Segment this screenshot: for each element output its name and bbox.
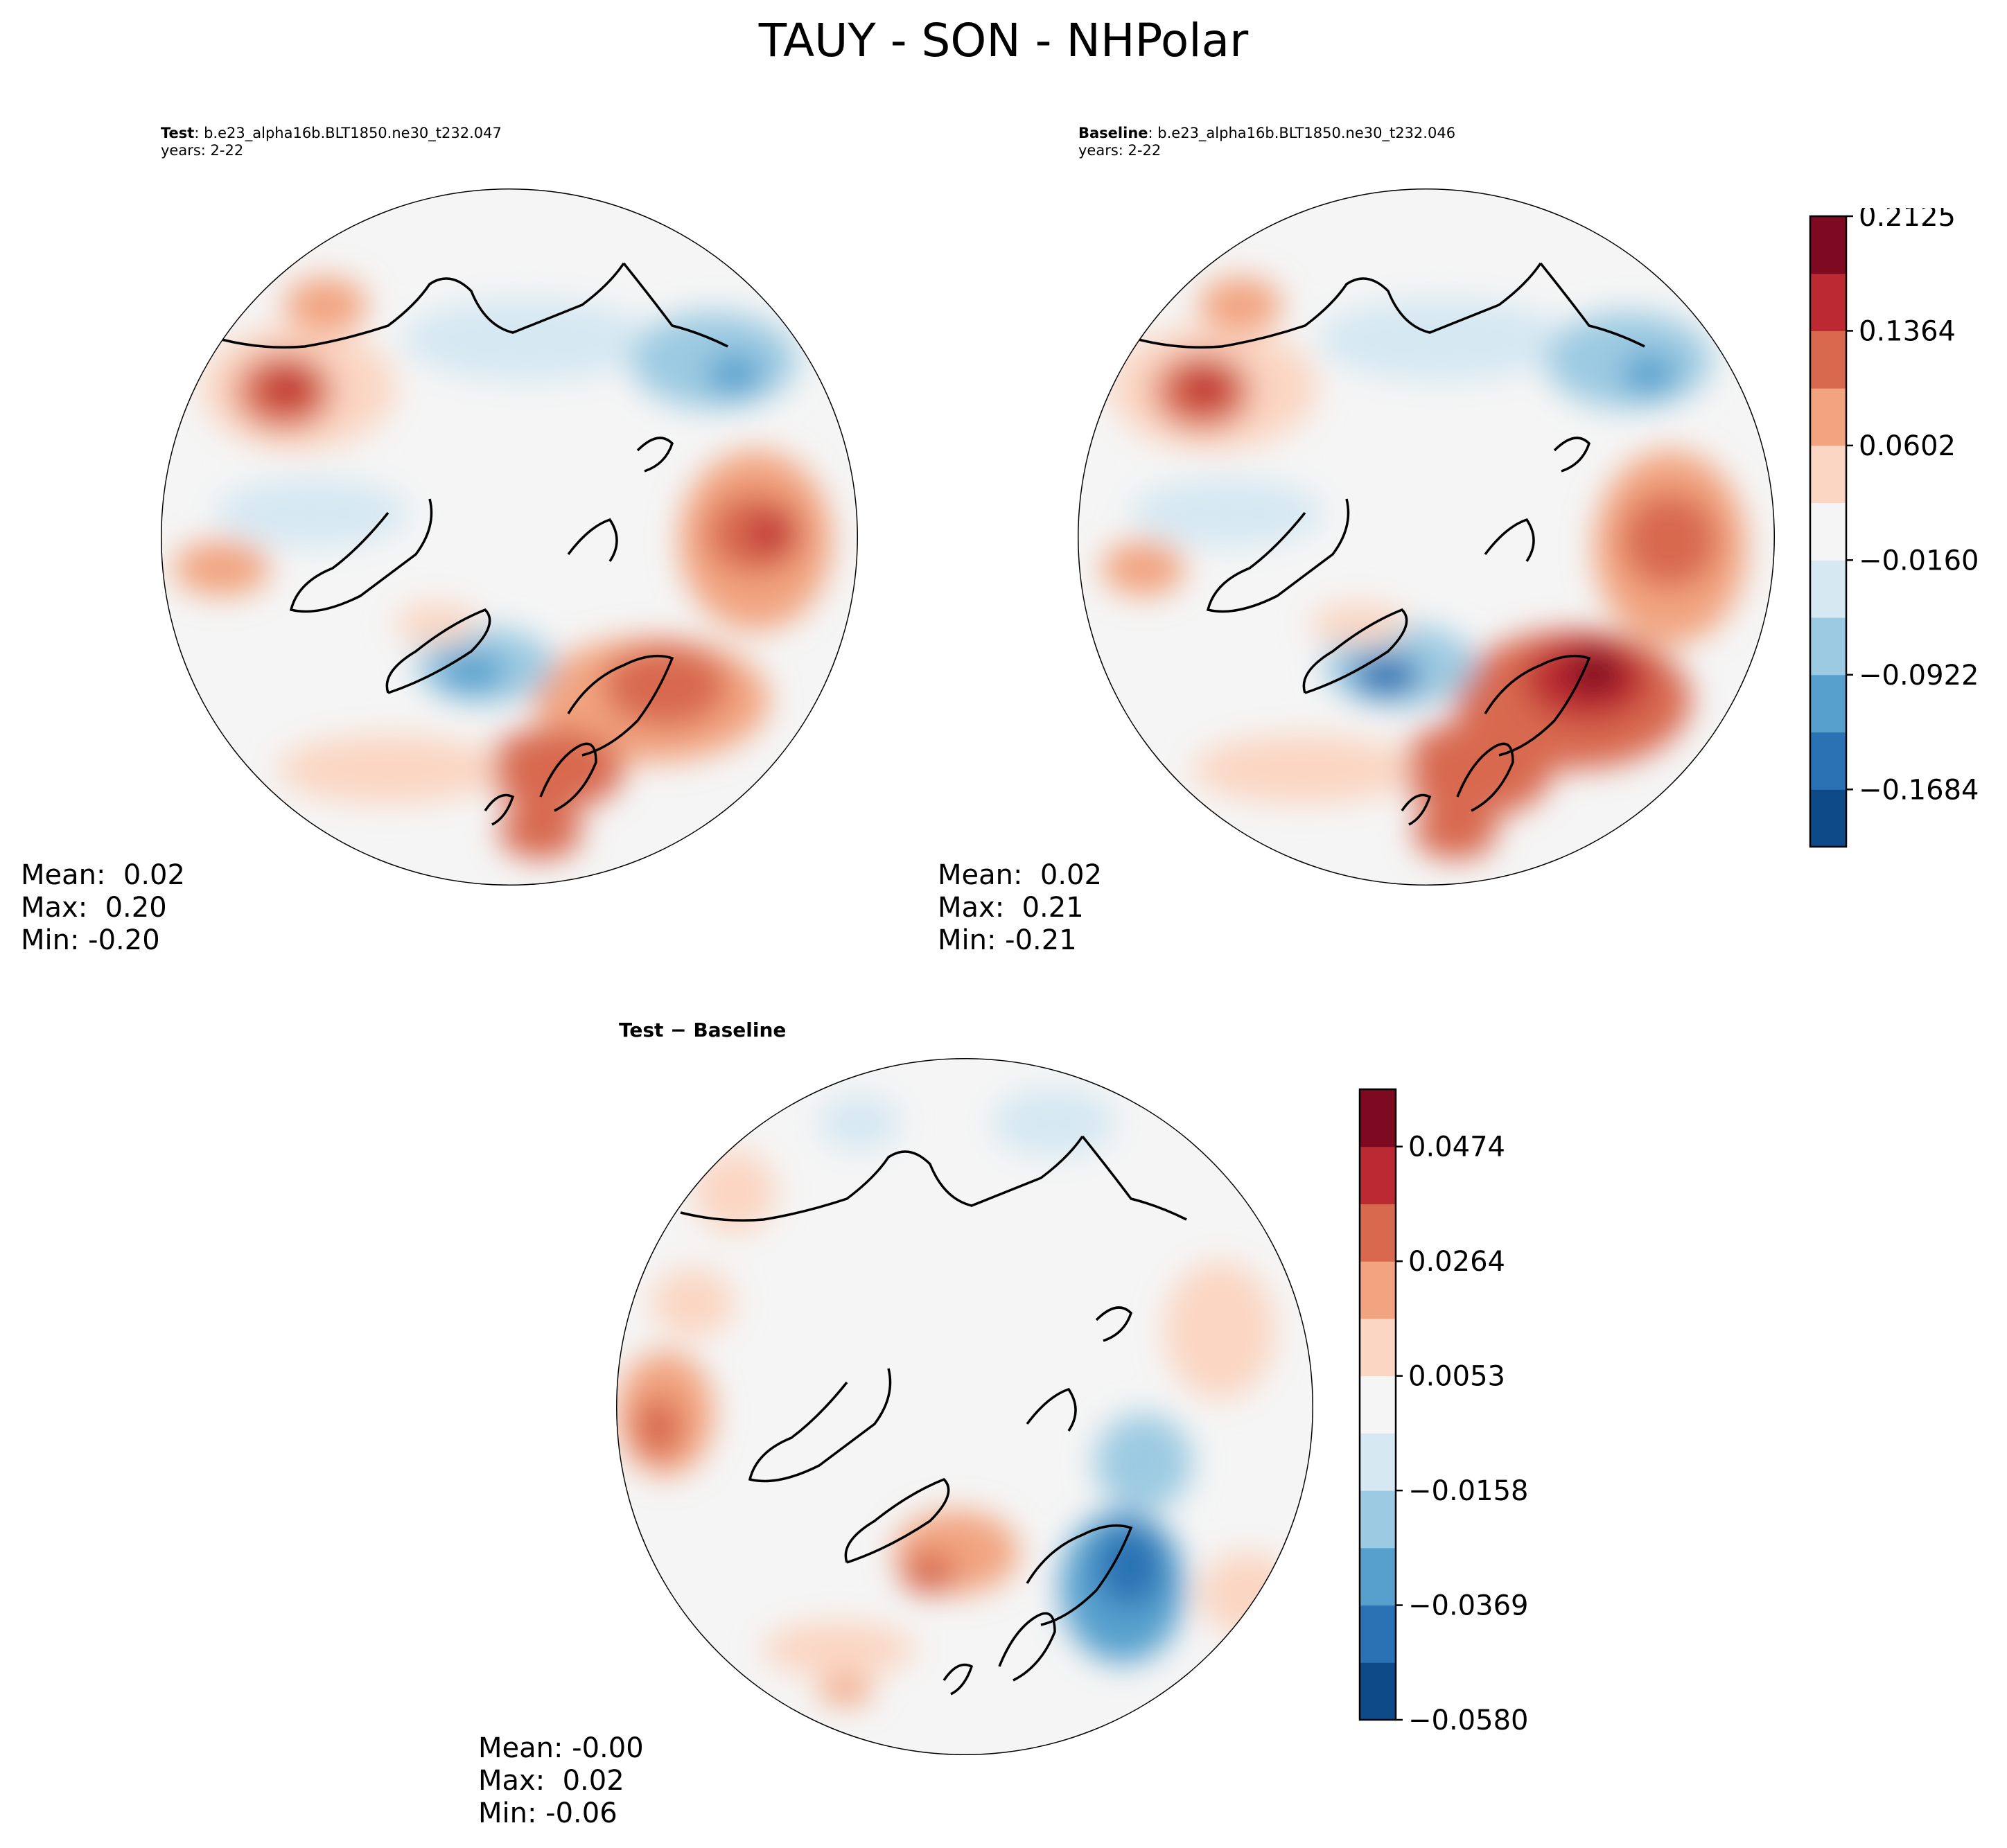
baseline-panel-title: Baseline: b.e23_alpha16b.BLT1850.ne30_t2… bbox=[1078, 125, 1455, 159]
figure-title: TAUY - SON - NHPolar bbox=[758, 14, 1249, 67]
test-min: Min: -0.20 bbox=[21, 924, 160, 956]
diff-colorbar-tick-label: −0.0369 bbox=[1408, 1590, 1528, 1622]
diff-colorbar-segment bbox=[1360, 1318, 1396, 1377]
diff-colorbar-tick-label: 0.0474 bbox=[1408, 1132, 1505, 1163]
main-colorbar-tick-label: 0.0602 bbox=[1859, 430, 1956, 462]
diff-colorbar-border bbox=[1358, 1088, 1397, 1721]
test-colon: : bbox=[194, 125, 204, 141]
test-panel-title: Test: b.e23_alpha16b.BLT1850.ne30_t232.0… bbox=[161, 125, 502, 159]
main-colorbar-segment bbox=[1810, 789, 1846, 847]
baseline-case: b.e23_alpha16b.BLT1850.ne30_t232.046 bbox=[1157, 125, 1456, 141]
main-colorbar-segment bbox=[1810, 560, 1846, 618]
main-colorbar-segment bbox=[1810, 617, 1846, 676]
diff-stats: Mean: -0.00 Max: 0.02 Min: -0.06 bbox=[478, 1732, 644, 1830]
test-stats: Mean: 0.02 Max: 0.20 Min: -0.20 bbox=[21, 859, 185, 957]
diff-panel-title: Test − Baseline bbox=[619, 1019, 787, 1041]
baseline-colon: : bbox=[1148, 125, 1158, 141]
main-colorbar-tick-label: −0.0160 bbox=[1859, 545, 1979, 577]
diff-colorbar-segment bbox=[1360, 1605, 1396, 1663]
diff-colorbar-tick-label: 0.0264 bbox=[1408, 1246, 1505, 1278]
test-label: Test bbox=[161, 125, 195, 141]
test-case: b.e23_alpha16b.BLT1850.ne30_t232.047 bbox=[204, 125, 502, 141]
main-colorbar-segment bbox=[1810, 216, 1846, 274]
test-years: years: 2-22 bbox=[161, 142, 244, 159]
main-colorbar-border bbox=[1809, 215, 1848, 848]
diff-colorbar-segment bbox=[1360, 1204, 1396, 1262]
main-colorbar-segment bbox=[1810, 388, 1846, 446]
diff-colorbar-segment bbox=[1360, 1433, 1396, 1491]
diff-mean: Mean: -0.00 bbox=[478, 1732, 644, 1764]
diff-colorbar-tick-label: −0.0580 bbox=[1408, 1705, 1528, 1732]
main-colorbar-tick-label: −0.0922 bbox=[1859, 660, 1979, 692]
diff-colorbar-segment bbox=[1360, 1261, 1396, 1319]
diff-colorbar-segment bbox=[1360, 1547, 1396, 1606]
baseline-mean: Mean: 0.02 bbox=[938, 859, 1102, 891]
test-map bbox=[161, 188, 858, 886]
main-colorbar-tick-label: 0.1364 bbox=[1859, 315, 1956, 347]
baseline-label: Baseline bbox=[1078, 125, 1148, 141]
diff-colorbar: −0.0580 −0.0369 −0.0158 0.0053 0.0264 0.0474 bbox=[1358, 1088, 1528, 1732]
main-colorbar-segment bbox=[1810, 732, 1846, 790]
main-colorbar-segment bbox=[1810, 273, 1846, 331]
main-colorbar-segment bbox=[1810, 674, 1846, 733]
main-colorbar-tick-label: −0.1684 bbox=[1859, 774, 1979, 806]
diff-colorbar-tick-label: 0.0053 bbox=[1408, 1361, 1505, 1393]
diff-max: Max: 0.02 bbox=[478, 1765, 624, 1797]
test-max: Max: 0.20 bbox=[21, 892, 167, 924]
baseline-stats: Mean: 0.02 Max: 0.21 Min: -0.21 bbox=[938, 859, 1102, 957]
diff-colorbar-segment bbox=[1360, 1146, 1396, 1204]
main-colorbar-tick-label: 0.2125 bbox=[1859, 208, 1956, 233]
baseline-years: years: 2-22 bbox=[1078, 142, 1162, 159]
diff-colorbar-tick-label: −0.0158 bbox=[1408, 1475, 1528, 1507]
main-colorbar: −0.1684 −0.0922 −0.0160 0.0602 0.1364 0.2125 bbox=[1809, 208, 1979, 848]
diff-colorbar-segment bbox=[1360, 1375, 1396, 1434]
main-colorbar-segment bbox=[1810, 502, 1846, 561]
diff-min: Min: -0.06 bbox=[478, 1797, 617, 1829]
baseline-map bbox=[1078, 188, 1775, 886]
main-colorbar-segment bbox=[1810, 331, 1846, 389]
main-colorbar-segment bbox=[1810, 445, 1846, 504]
diff-map bbox=[616, 1058, 1313, 1755]
baseline-max: Max: 0.21 bbox=[938, 892, 1084, 924]
diff-colorbar-segment bbox=[1360, 1490, 1396, 1549]
diff-colorbar-segment bbox=[1360, 1662, 1396, 1721]
baseline-min: Min: -0.21 bbox=[938, 924, 1077, 956]
test-mean: Mean: 0.02 bbox=[21, 859, 185, 891]
diff-colorbar-segment bbox=[1360, 1089, 1396, 1147]
